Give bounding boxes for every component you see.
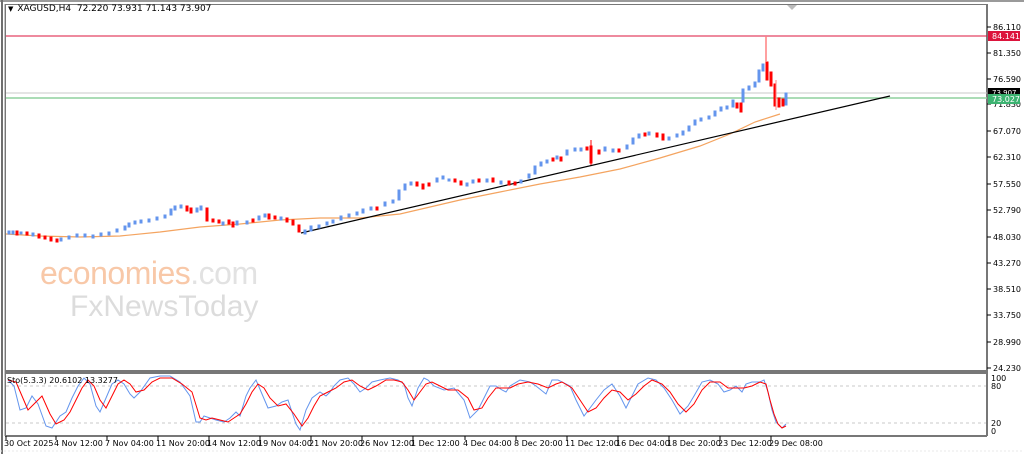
watermark-suffix: .com bbox=[190, 255, 258, 291]
stochastic-label: Sto(5.3.3) 20.6102 13.3277 bbox=[7, 376, 118, 385]
moving-average-line bbox=[5, 113, 781, 238]
chart-shift-marker-icon[interactable] bbox=[787, 5, 797, 10]
price-tick-86110: 86.110 bbox=[993, 23, 1021, 32]
stoch-level-0: 0 bbox=[991, 427, 996, 436]
time-tick: 1 Dec 12:00 bbox=[411, 439, 460, 448]
time-tick: 14 Nov 12:00 bbox=[207, 439, 261, 448]
time-tick: 21 Nov 20:00 bbox=[309, 439, 363, 448]
time-tick: 16 Dec 04:00 bbox=[616, 439, 670, 448]
price-tick-38510: 38.510 bbox=[993, 285, 1021, 294]
resistance-price-badge bbox=[988, 31, 1020, 41]
time-tick: 18 Dec 20:00 bbox=[667, 439, 721, 448]
watermark-main: economies bbox=[40, 255, 191, 291]
time-axis[interactable]: 30 Oct 2025 4 Nov 12:00 7 Nov 04:00 11 N… bbox=[4, 436, 823, 448]
price-tick-57550: 57.550 bbox=[993, 180, 1021, 189]
price-tick-81350: 81.350 bbox=[993, 49, 1021, 58]
chart-title: ▼ XAGUSD,H4 72.220 73.931 71.143 73.907 bbox=[8, 4, 211, 14]
stoch-level-20: 20 bbox=[991, 419, 1001, 428]
price-tick-33750: 33.750 bbox=[993, 311, 1021, 320]
time-tick: 11 Nov 20:00 bbox=[156, 439, 210, 448]
price-tick-52790: 52.790 bbox=[993, 206, 1021, 215]
dropdown-triangle-icon[interactable]: ▼ bbox=[8, 5, 14, 13]
stochastic-panel: 100 80 20 0 bbox=[6, 374, 1006, 436]
current-price-badge bbox=[988, 88, 1020, 95]
watermark-fxnewstoday: FxNewsToday bbox=[70, 290, 259, 323]
symbol-label: XAGUSD,H4 bbox=[17, 4, 72, 14]
stoch-level-80: 80 bbox=[991, 382, 1001, 391]
price-tick-71830: 71.830 bbox=[993, 100, 1021, 109]
price-tick-62310: 62.310 bbox=[993, 153, 1021, 162]
time-tick: 4 Dec 04:00 bbox=[463, 439, 512, 448]
time-tick: 19 Nov 04:00 bbox=[258, 439, 312, 448]
stochastic-main-line bbox=[7, 375, 787, 432]
support-price-badge bbox=[988, 94, 1020, 104]
time-tick: 8 Dec 20:00 bbox=[514, 439, 563, 448]
current-price-label: 73.907 bbox=[992, 89, 1017, 97]
time-tick: 30 Oct 2025 bbox=[4, 439, 53, 448]
watermark-economies: economies.com bbox=[40, 255, 258, 292]
time-tick: 26 Nov 12:00 bbox=[360, 439, 414, 448]
time-tick: 11 Dec 12:00 bbox=[565, 439, 619, 448]
price-tick-28990: 28.990 bbox=[993, 338, 1021, 347]
ohlc-values: 72.220 73.931 71.143 73.907 bbox=[76, 4, 212, 14]
time-tick: 29 Dec 08:00 bbox=[769, 439, 823, 448]
price-axis[interactable]: 86.110 81.350 76.590 71.830 67.070 62.31… bbox=[987, 23, 1021, 373]
resistance-price-label: 84.141 bbox=[992, 32, 1020, 41]
candlesticks bbox=[7, 36, 788, 243]
price-tick-67070: 67.070 bbox=[993, 127, 1021, 136]
time-tick: 23 Dec 12:00 bbox=[718, 439, 772, 448]
time-tick: 7 Nov 04:00 bbox=[105, 439, 154, 448]
support-price-label: 73.027 bbox=[992, 95, 1020, 104]
price-tick-43270: 43.270 bbox=[993, 259, 1021, 268]
stoch-level-100: 100 bbox=[991, 374, 1006, 383]
trendline[interactable] bbox=[300, 95, 891, 234]
price-tick-76590: 76.590 bbox=[993, 75, 1021, 84]
time-tick: 4 Nov 12:00 bbox=[54, 439, 103, 448]
price-tick-48030: 48.030 bbox=[993, 233, 1021, 242]
price-tick-24230: 24.230 bbox=[993, 364, 1021, 373]
stochastic-signal-line bbox=[7, 377, 787, 429]
